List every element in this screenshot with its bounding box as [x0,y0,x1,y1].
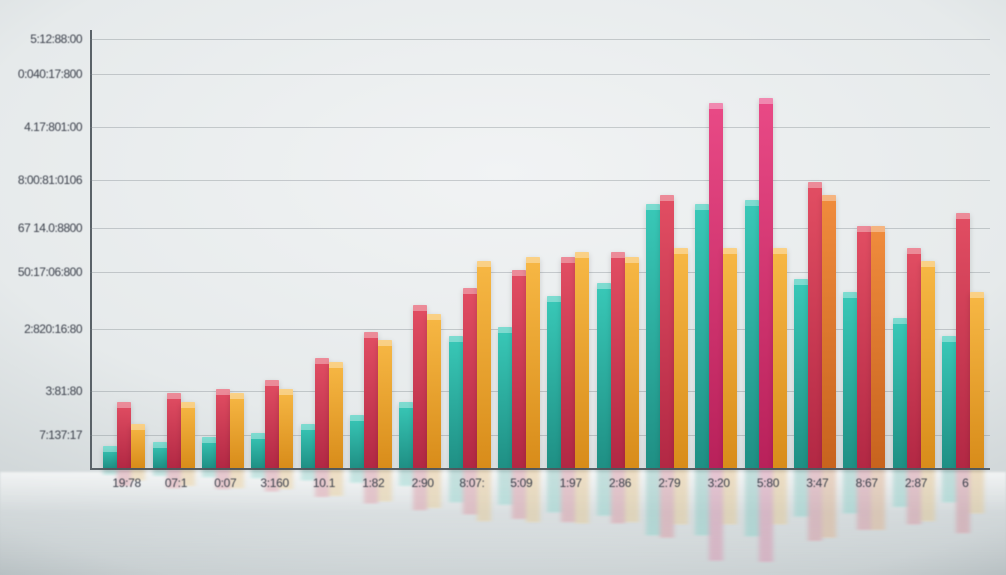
chart-stage: 7:137:17 3:81:80 2:820:16:80 50:17:06:800 67… [0,0,1006,575]
bar [822,195,836,468]
bar [773,248,787,468]
x-tick-label: 3:20 [708,476,730,490]
bar [625,257,639,468]
bar [167,393,181,468]
bar [547,296,561,468]
bar [526,257,540,468]
x-tick-label: 19:78 [112,476,141,490]
bar [723,248,737,468]
bar [843,292,857,468]
bar [575,252,589,468]
x-tick-label: 1:82 [362,476,384,490]
bar [857,226,871,468]
bar [942,470,956,503]
x-tick-label: 2:87 [905,476,927,490]
bar [921,261,935,468]
bar [449,336,463,468]
x-tick-label: 07:1 [165,476,187,490]
bar [181,402,195,468]
bar [871,226,885,468]
bar [970,470,984,514]
bar [131,424,145,468]
bar [611,252,625,468]
bar [561,257,575,468]
bar [329,362,343,468]
y-tick-label: 5:12:88:00 [30,32,82,46]
x-tick-label: 6 [962,476,968,490]
bar [477,261,491,468]
x-tick-label: 1:97 [560,476,582,490]
bar [674,248,688,468]
bar [646,204,660,468]
x-tick-label: 3:160 [260,476,289,490]
bar [709,103,723,468]
x-tick-label: 2:90 [412,476,434,490]
bar [970,292,984,468]
bar [808,182,822,468]
bar [597,283,611,468]
bar [942,336,956,468]
bar [364,332,378,468]
y-axis [90,30,92,470]
y-tick-label: 8:00:81:0106 [18,173,82,187]
y-tick-label: 50:17:06:800 [18,265,82,279]
y-tick-label: 2:820:16:80 [24,322,82,336]
bar [498,327,512,468]
x-tick-label: 3:47 [806,476,828,490]
y-tick-label: 3:81:80 [45,384,82,398]
bar [153,442,167,468]
bar [399,402,413,468]
bar [512,270,526,468]
bar [202,437,216,468]
bars-container [102,30,990,468]
bar [745,200,759,468]
bar [956,213,970,468]
bar [117,402,131,468]
bar [695,204,709,468]
x-tick-label: 8:07: [459,476,484,490]
bar [794,279,808,468]
bar [759,98,773,468]
bar [893,318,907,468]
bar [315,358,329,468]
bar [103,446,117,468]
bar [265,380,279,468]
bar [216,389,230,468]
x-tick-label: 5:09 [510,476,532,490]
y-tick-label: 0:040:17:800 [18,67,82,81]
bar [251,433,265,468]
bar [378,340,392,468]
x-tick-label: 2:79 [658,476,680,490]
bar [907,248,921,468]
x-tick-label: 2:86 [609,476,631,490]
bar [301,424,315,468]
bar [230,393,244,468]
bar [279,389,293,468]
x-tick-label: 0:07 [214,476,236,490]
y-tick-label: 4.17:801:00 [24,120,82,134]
bar [103,470,117,476]
bar [427,314,441,468]
y-tick-label: 7:137:17 [39,428,82,442]
bar [660,195,674,468]
plot-area: 7:137:173:81:802:820:16:8050:17:06:80067… [90,30,990,470]
x-tick-label: 8:67 [856,476,878,490]
bar [413,305,427,468]
bar [463,288,477,468]
bar [350,415,364,468]
y-tick-label: 67 14.0:8800 [18,221,82,235]
x-tick-label: 10.1 [313,476,335,490]
x-tick-label: 5:80 [757,476,779,490]
